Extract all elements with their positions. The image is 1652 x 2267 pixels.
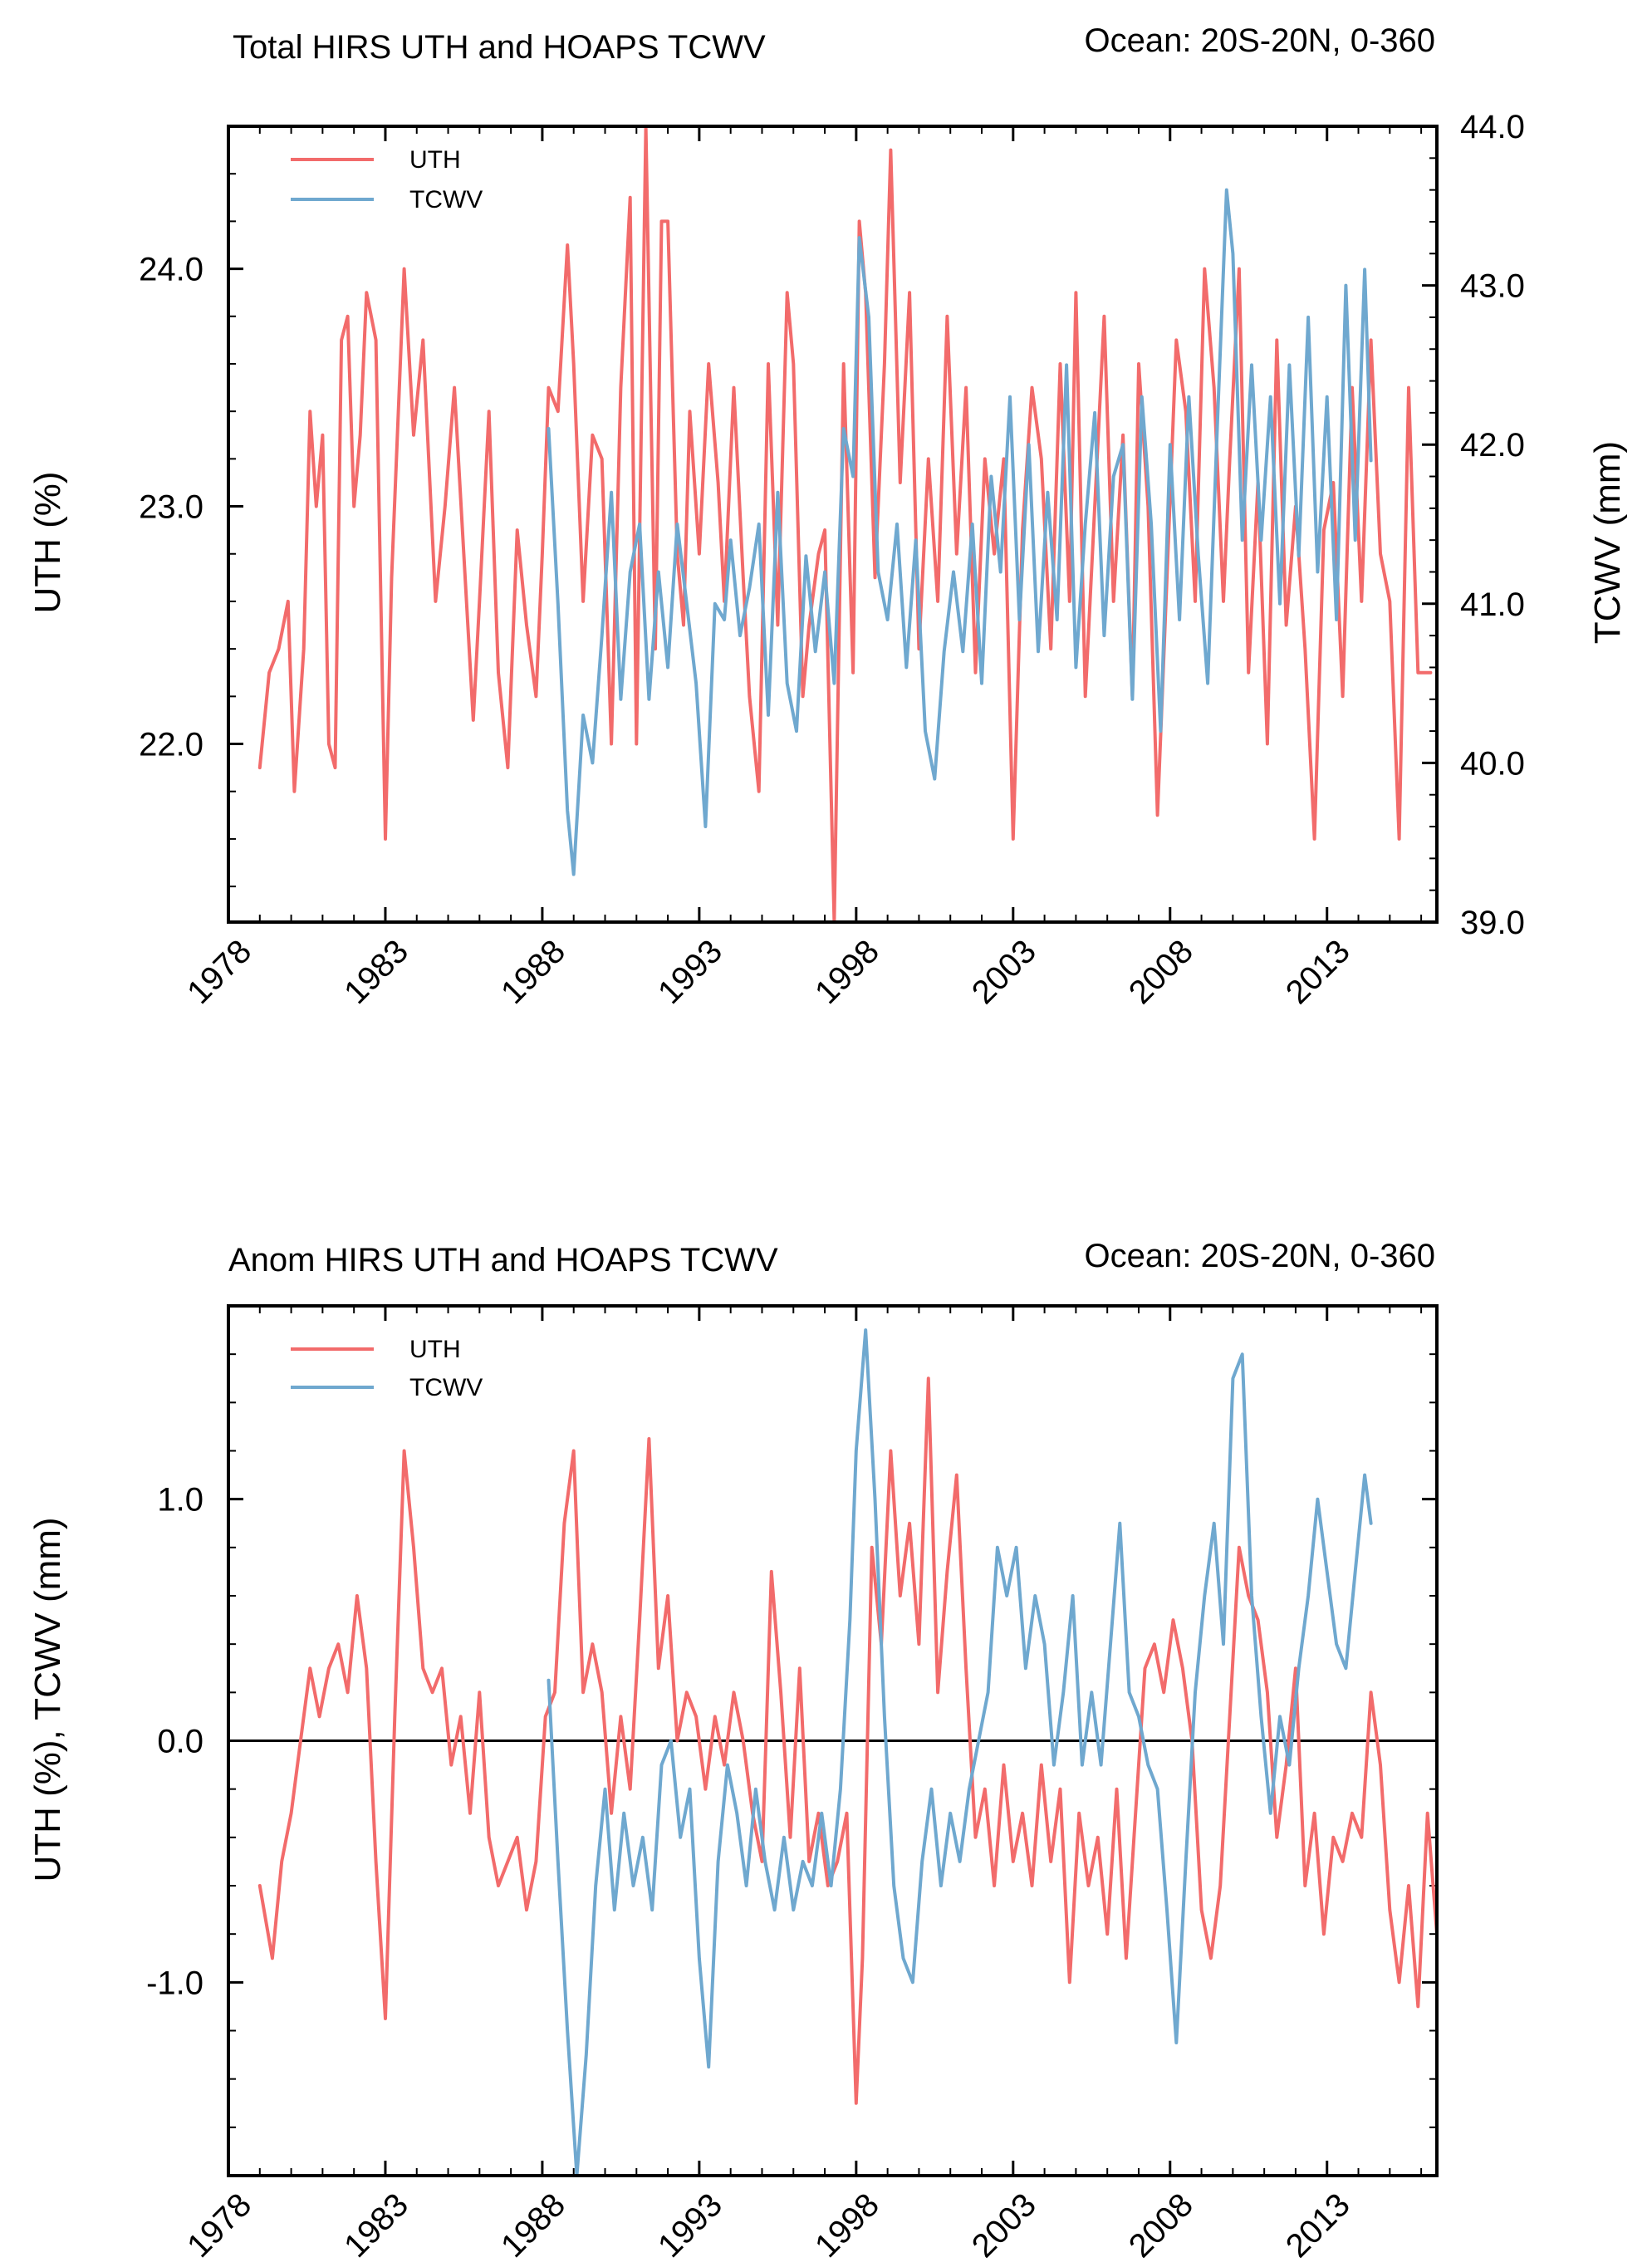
bottom-chart-region-label: Ocean: 20S-20N, 0-360 — [1085, 1238, 1435, 1274]
top-y2-axis-title: TCWV (mm) — [1587, 441, 1628, 644]
top-chart-title: Total HIRS UTH and HOAPS TCWV — [233, 29, 766, 66]
bottom-x-tick-label: 1998 — [808, 2186, 886, 2265]
top-x-tick-label: 1983 — [337, 933, 415, 1011]
top-y2-tick-label: 40.0 — [1460, 745, 1525, 782]
top-y-tick-label: 22.0 — [139, 727, 203, 763]
bottom-series — [257, 1328, 1439, 2177]
bottom-x-tick-label: 2013 — [1279, 2186, 1357, 2265]
top-y2-tick-label: 43.0 — [1460, 268, 1525, 305]
bottom-legend-uth-label: UTH — [409, 1336, 461, 1363]
bottom-y-tick-label: 0.0 — [157, 1724, 203, 1760]
top-x-tick-label: 2008 — [1122, 933, 1200, 1011]
top-legend-uth-label: UTH — [409, 146, 461, 174]
bottom-x-tick-label: 1978 — [180, 2186, 258, 2265]
bottom-x-tick-label: 2003 — [965, 2186, 1043, 2265]
top-x-tick-label: 1978 — [180, 933, 258, 1011]
top-x-tick-label: 2003 — [965, 933, 1043, 1011]
top-chart-region-label: Ocean: 20S-20N, 0-360 — [1085, 22, 1435, 59]
bottom-plot-frame — [227, 1304, 1439, 2177]
top-x-tick-label: 1998 — [808, 933, 886, 1011]
bottom-legend-tcwv-label: TCWV — [409, 1374, 483, 1401]
bottom-chart-title: Anom HIRS UTH and HOAPS TCWV — [228, 1242, 778, 1278]
top-series-uth-line — [257, 125, 1433, 924]
top-y-tick-label: 23.0 — [139, 489, 203, 526]
bottom-y-tick-label: -1.0 — [146, 1965, 203, 2001]
top-plot-frame — [227, 125, 1439, 924]
top-chart-panel: Total HIRS UTH and HOAPS TCWV Ocean: 20S… — [27, 22, 1628, 1011]
bottom-legend: UTH TCWV — [291, 1336, 483, 1401]
top-x-tick-label: 1988 — [494, 933, 572, 1011]
bottom-y-axis-title: UTH (%), TCWV (mm) — [27, 1517, 68, 1882]
top-y-axis-title: UTH (%) — [27, 471, 68, 613]
top-y2-tick-label: 42.0 — [1460, 427, 1525, 464]
top-y2-tick-label: 44.0 — [1460, 109, 1525, 145]
top-y2-tick-label: 39.0 — [1460, 905, 1525, 941]
top-legend-tcwv-label: TCWV — [409, 186, 483, 213]
top-series — [257, 125, 1433, 924]
bottom-x-tick-label: 1993 — [651, 2186, 729, 2265]
bottom-x-tick-label: 1983 — [337, 2186, 415, 2265]
bottom-y-tick-label: 1.0 — [157, 1482, 203, 1519]
top-y-tick-label: 24.0 — [139, 252, 203, 288]
top-legend: UTH TCWV — [291, 146, 483, 213]
bottom-x-tick-label: 1988 — [494, 2186, 572, 2265]
bottom-chart-panel: Anom HIRS UTH and HOAPS TCWV Ocean: 20S-… — [27, 1238, 1439, 2265]
top-y2-tick-label: 41.0 — [1460, 586, 1525, 623]
bottom-series-tcwv-line — [547, 1328, 1373, 2177]
top-series-tcwv-line — [547, 188, 1373, 876]
top-x-tick-label: 1993 — [651, 933, 729, 1011]
top-x-tick-label: 2013 — [1279, 933, 1357, 1011]
bottom-x-tick-label: 2008 — [1122, 2186, 1200, 2265]
bottom-series-uth-line — [257, 1376, 1439, 2105]
